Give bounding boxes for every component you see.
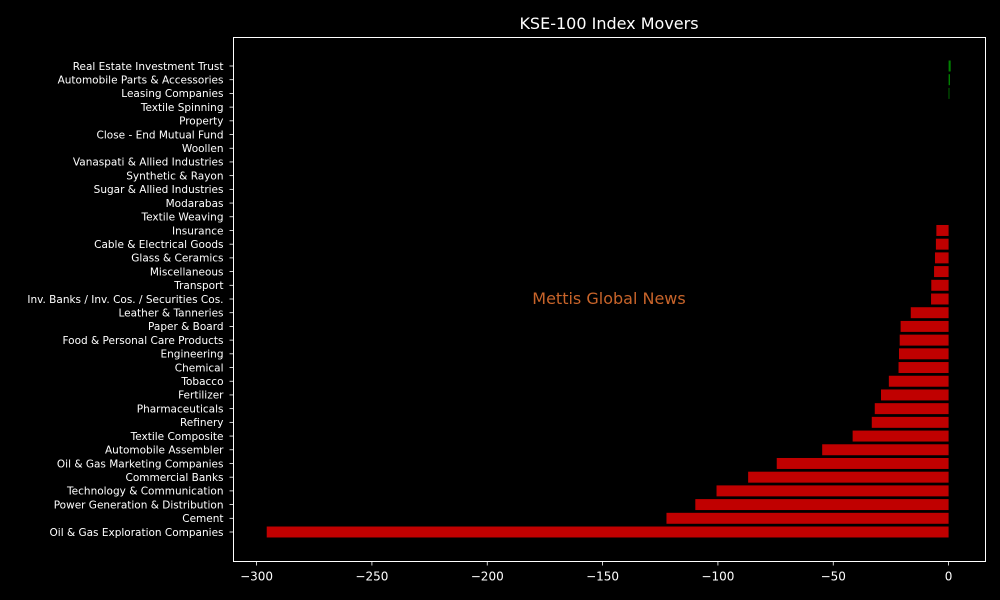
bar-17 — [931, 293, 949, 305]
bar-7 — [852, 430, 949, 442]
bar-19 — [934, 266, 949, 278]
category-label-14: Food & Personal Care Products — [62, 335, 223, 347]
category-label-11: Tobacco — [180, 376, 223, 388]
category-label-34: Real Estate Investment Trust — [73, 61, 224, 73]
category-label-3: Technology & Communication — [66, 486, 223, 498]
bar-3 — [716, 485, 949, 497]
category-label-28: Woollen — [182, 143, 224, 155]
category-label-18: Transport — [173, 280, 223, 292]
category-label-23: Textile Weaving — [141, 212, 224, 224]
category-label-17: Inv. Banks / Inv. Cos. / Securities Cos. — [27, 294, 223, 306]
category-label-33: Automobile Parts & Accessories — [58, 75, 224, 87]
bar-14 — [899, 334, 949, 346]
category-label-12: Chemical — [175, 362, 224, 374]
category-label-16: Leather & Tanneries — [118, 308, 223, 320]
bar-9 — [874, 403, 949, 415]
category-label-30: Property — [179, 116, 223, 128]
category-label-24: Modarabas — [166, 198, 224, 210]
x-tick-label-1: −250 — [355, 570, 388, 584]
x-tick-label-5: −50 — [821, 570, 846, 584]
category-label-27: Vanaspati & Allied Industries — [73, 157, 224, 169]
category-label-9: Pharmaceuticals — [137, 403, 224, 415]
category-label-21: Cable & Electrical Goods — [94, 239, 223, 251]
category-label-2: Power Generation & Distribution — [54, 499, 224, 511]
bar-34 — [948, 60, 951, 72]
category-label-4: Commercial Banks — [126, 472, 224, 484]
bar-21 — [935, 238, 949, 250]
x-tick-label-3: −150 — [586, 570, 619, 584]
category-label-31: Textile Spinning — [140, 102, 224, 114]
category-labels-group: Oil & Gas Exploration Companies Cement Pow… — [27, 61, 234, 539]
x-tick-label-4: −100 — [701, 570, 734, 584]
bar-0 — [266, 526, 949, 538]
x-tick-label-0: −300 — [240, 570, 273, 584]
bar-12 — [898, 362, 949, 374]
bar-11 — [888, 375, 949, 387]
chart-title: KSE-100 Index Movers — [519, 14, 698, 33]
bar-22 — [936, 224, 949, 236]
category-label-26: Synthetic & Rayon — [126, 170, 223, 182]
bar-16 — [910, 307, 949, 319]
bar-1 — [666, 512, 949, 524]
bar-8 — [871, 416, 949, 428]
bar-18 — [931, 279, 949, 291]
category-label-6: Automobile Assembler — [105, 445, 224, 457]
category-label-19: Miscellaneous — [150, 266, 224, 278]
bar-15 — [900, 320, 949, 332]
bar-2 — [695, 499, 949, 511]
category-label-32: Leasing Companies — [121, 88, 223, 100]
category-label-0: Oil & Gas Exploration Companies — [50, 527, 224, 539]
bar-20 — [934, 252, 949, 264]
bar-13 — [898, 348, 949, 360]
x-tick-label-6: 0 — [945, 570, 953, 584]
category-label-8: Refinery — [180, 417, 224, 429]
bar-10 — [881, 389, 949, 401]
category-label-20: Glass & Ceramics — [131, 253, 223, 265]
category-label-25: Sugar & Allied Industries — [94, 184, 224, 196]
x-tick-label-2: −200 — [471, 570, 504, 584]
category-label-1: Cement — [182, 513, 223, 525]
category-label-22: Insurance — [172, 225, 224, 237]
x-ticks-group: −300 −250 −200 −150 −100 −50 0 — [240, 561, 953, 584]
bar-5 — [776, 457, 949, 469]
category-label-10: Fertilizer — [178, 390, 224, 402]
watermark-text: Mettis Global News — [532, 289, 685, 308]
category-label-7: Textile Composite — [130, 431, 224, 443]
bars-group — [266, 60, 951, 538]
bar-32 — [948, 87, 950, 99]
bar-6 — [822, 444, 949, 456]
category-label-29: Close - End Mutual Fund — [97, 129, 224, 141]
bar-4 — [748, 471, 949, 483]
plot-frame — [233, 37, 986, 562]
bar-33 — [948, 74, 950, 86]
category-label-15: Paper & Board — [148, 321, 223, 333]
category-label-5: Oil & Gas Marketing Companies — [57, 458, 224, 470]
category-label-13: Engineering — [161, 349, 224, 361]
